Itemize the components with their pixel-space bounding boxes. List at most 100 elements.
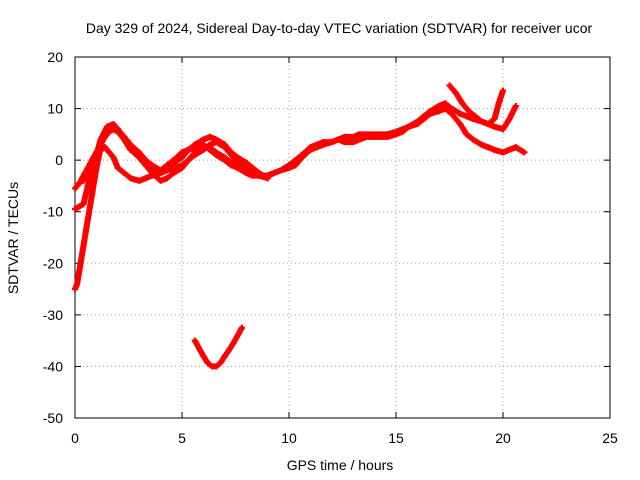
- data-point: [114, 164, 121, 171]
- y-tick-label: -30: [43, 307, 63, 323]
- x-axis-label: GPS time / hours: [287, 457, 394, 473]
- data-point: [234, 332, 241, 339]
- data-point: [217, 359, 224, 366]
- data-point: [200, 146, 207, 153]
- data-point: [384, 133, 391, 140]
- data-point: [84, 167, 91, 174]
- data-point: [142, 157, 149, 164]
- data-point: [191, 141, 198, 148]
- data-point: [442, 105, 449, 112]
- data-point: [80, 242, 87, 249]
- data-point: [500, 149, 506, 156]
- data-point: [399, 128, 406, 135]
- data-point: [121, 170, 128, 177]
- data-point: [127, 175, 134, 182]
- data-point: [378, 133, 385, 140]
- grid: [75, 57, 610, 418]
- data-point: [149, 162, 156, 169]
- data-point: [121, 133, 128, 140]
- data-point: [157, 170, 164, 177]
- y-tick-label: -20: [43, 255, 63, 271]
- y-tick-label: 20: [47, 49, 63, 65]
- data-point: [95, 154, 102, 161]
- data-point: [127, 141, 134, 148]
- data-point: [84, 216, 91, 223]
- data-point: [204, 359, 211, 366]
- y-tick-label: -10: [43, 204, 63, 220]
- data-point: [191, 151, 198, 158]
- data-point: [164, 175, 171, 182]
- data-point: [76, 203, 83, 210]
- data-point: [91, 177, 98, 184]
- data-point: [356, 131, 363, 138]
- data-point: [448, 110, 455, 117]
- data-point: [500, 87, 506, 94]
- data-point: [292, 157, 299, 164]
- series-track-3: [72, 144, 104, 293]
- data-point: [157, 177, 164, 184]
- data-point: [196, 345, 203, 352]
- data-point: [335, 136, 342, 143]
- data-point: [446, 82, 453, 89]
- data-point: [80, 200, 87, 207]
- data-point: [89, 190, 96, 197]
- data-point: [363, 133, 370, 140]
- data-point: [448, 105, 455, 112]
- data-point: [136, 177, 143, 184]
- data-point: [512, 102, 519, 109]
- data-point: [414, 118, 421, 125]
- x-tick-label: 20: [495, 430, 511, 446]
- data-point: [185, 146, 192, 153]
- x-tick-label: 5: [178, 430, 186, 446]
- data-point: [243, 164, 250, 171]
- data-point: [485, 121, 492, 128]
- data-point: [228, 159, 235, 166]
- x-tick-label: 10: [281, 430, 297, 446]
- data-point: [179, 154, 185, 161]
- data-point: [249, 164, 256, 171]
- data-point: [191, 337, 198, 344]
- data-point: [106, 149, 113, 156]
- data-point: [170, 159, 177, 166]
- data-point: [97, 146, 104, 153]
- data-point: [371, 133, 378, 140]
- data-point: [84, 182, 91, 189]
- data-point: [101, 144, 108, 151]
- data-point: [457, 121, 464, 128]
- x-tick-label: 0: [71, 430, 79, 446]
- series-track-7: [191, 324, 245, 370]
- data-point: [478, 118, 485, 125]
- data-point: [142, 162, 149, 169]
- data-point: [393, 131, 399, 138]
- data-point: [506, 146, 513, 153]
- data-point: [435, 108, 442, 115]
- data-point: [238, 324, 245, 331]
- data-point: [76, 268, 83, 275]
- axis-ticks: [74, 56, 611, 419]
- data-point: [249, 170, 256, 177]
- data-point: [500, 126, 506, 133]
- data-point: [206, 133, 213, 140]
- data-point: [213, 149, 220, 156]
- y-tick-label: -40: [43, 358, 63, 374]
- data-point: [472, 113, 479, 120]
- data-point: [243, 170, 250, 177]
- data-point: [442, 100, 449, 107]
- data-point: [277, 167, 284, 174]
- x-tick-labels: 0 5 10 15 20 25: [71, 430, 618, 446]
- data-point: [93, 164, 100, 171]
- data-point: [470, 136, 477, 143]
- y-axis-label: SDTVAR / TECUs: [5, 182, 21, 294]
- data-point: [512, 144, 519, 151]
- data-point: [427, 108, 434, 115]
- data-point: [226, 346, 233, 353]
- data-point: [74, 280, 81, 287]
- data-point: [506, 115, 513, 122]
- data-point: [463, 113, 470, 120]
- data-point: [179, 162, 185, 169]
- data-point: [521, 149, 528, 156]
- data-point: [200, 353, 207, 360]
- data-point: [110, 123, 117, 130]
- data-point: [491, 123, 498, 130]
- y-tick-label: 10: [47, 101, 63, 117]
